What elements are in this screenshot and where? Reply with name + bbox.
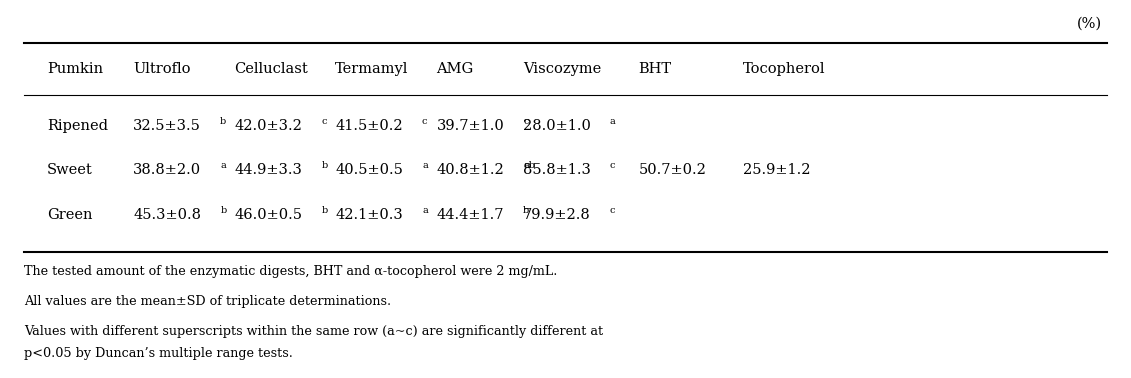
Text: Ripened: Ripened	[46, 119, 107, 133]
Text: ab: ab	[524, 161, 535, 170]
Text: Sweet: Sweet	[46, 163, 93, 177]
Text: AMG: AMG	[437, 62, 474, 76]
Text: 79.9±2.8: 79.9±2.8	[523, 208, 590, 222]
Text: 25.9±1.2: 25.9±1.2	[743, 163, 811, 177]
Text: 85.8±1.3: 85.8±1.3	[523, 163, 590, 177]
Text: Tocopherol: Tocopherol	[743, 62, 826, 76]
Text: 40.5±0.5: 40.5±0.5	[336, 163, 404, 177]
Text: a: a	[221, 161, 226, 170]
Text: 41.5±0.2: 41.5±0.2	[336, 119, 403, 133]
Text: Pumkin: Pumkin	[46, 62, 103, 76]
Text: c: c	[321, 117, 327, 126]
Text: b: b	[221, 117, 226, 126]
Text: Green: Green	[46, 208, 93, 222]
Text: 39.7±1.0: 39.7±1.0	[437, 119, 504, 133]
Text: 32.5±3.5: 32.5±3.5	[133, 119, 201, 133]
Text: 40.8±1.2: 40.8±1.2	[437, 163, 504, 177]
Text: b: b	[523, 206, 529, 215]
Text: Viscozyme: Viscozyme	[523, 62, 601, 76]
Text: 46.0±0.5: 46.0±0.5	[234, 208, 302, 222]
Text: Termamyl: Termamyl	[336, 62, 408, 76]
Text: Celluclast: Celluclast	[234, 62, 308, 76]
Text: BHT: BHT	[639, 62, 672, 76]
Text: a: a	[422, 206, 428, 215]
Text: 28.0±1.0: 28.0±1.0	[523, 119, 590, 133]
Text: The tested amount of the enzymatic digests, BHT and α-tocopherol were 2 mg/mL.: The tested amount of the enzymatic diges…	[25, 265, 558, 278]
Text: c: c	[610, 206, 615, 215]
Text: Ultroflo: Ultroflo	[133, 62, 191, 76]
Text: 45.3±0.8: 45.3±0.8	[133, 208, 201, 222]
Text: c: c	[524, 117, 528, 126]
Text: c: c	[422, 117, 428, 126]
Text: a: a	[422, 161, 428, 170]
Text: 50.7±0.2: 50.7±0.2	[639, 163, 707, 177]
Text: (%): (%)	[1077, 17, 1102, 31]
Text: b: b	[221, 206, 226, 215]
Text: 38.8±2.0: 38.8±2.0	[133, 163, 201, 177]
Text: Values with different superscripts within the same row (a~c) are significantly d: Values with different superscripts withi…	[25, 325, 604, 338]
Text: All values are the mean±SD of triplicate determinations.: All values are the mean±SD of triplicate…	[25, 295, 391, 308]
Text: p<0.05 by Duncan’s multiple range tests.: p<0.05 by Duncan’s multiple range tests.	[25, 347, 293, 360]
Text: c: c	[610, 161, 615, 170]
Text: b: b	[321, 206, 328, 215]
Text: 44.4±1.7: 44.4±1.7	[437, 208, 504, 222]
Text: 42.0±3.2: 42.0±3.2	[234, 119, 302, 133]
Text: 42.1±0.3: 42.1±0.3	[336, 208, 403, 222]
Text: b: b	[321, 161, 328, 170]
Text: 44.9±3.3: 44.9±3.3	[234, 163, 302, 177]
Text: a: a	[610, 117, 615, 126]
